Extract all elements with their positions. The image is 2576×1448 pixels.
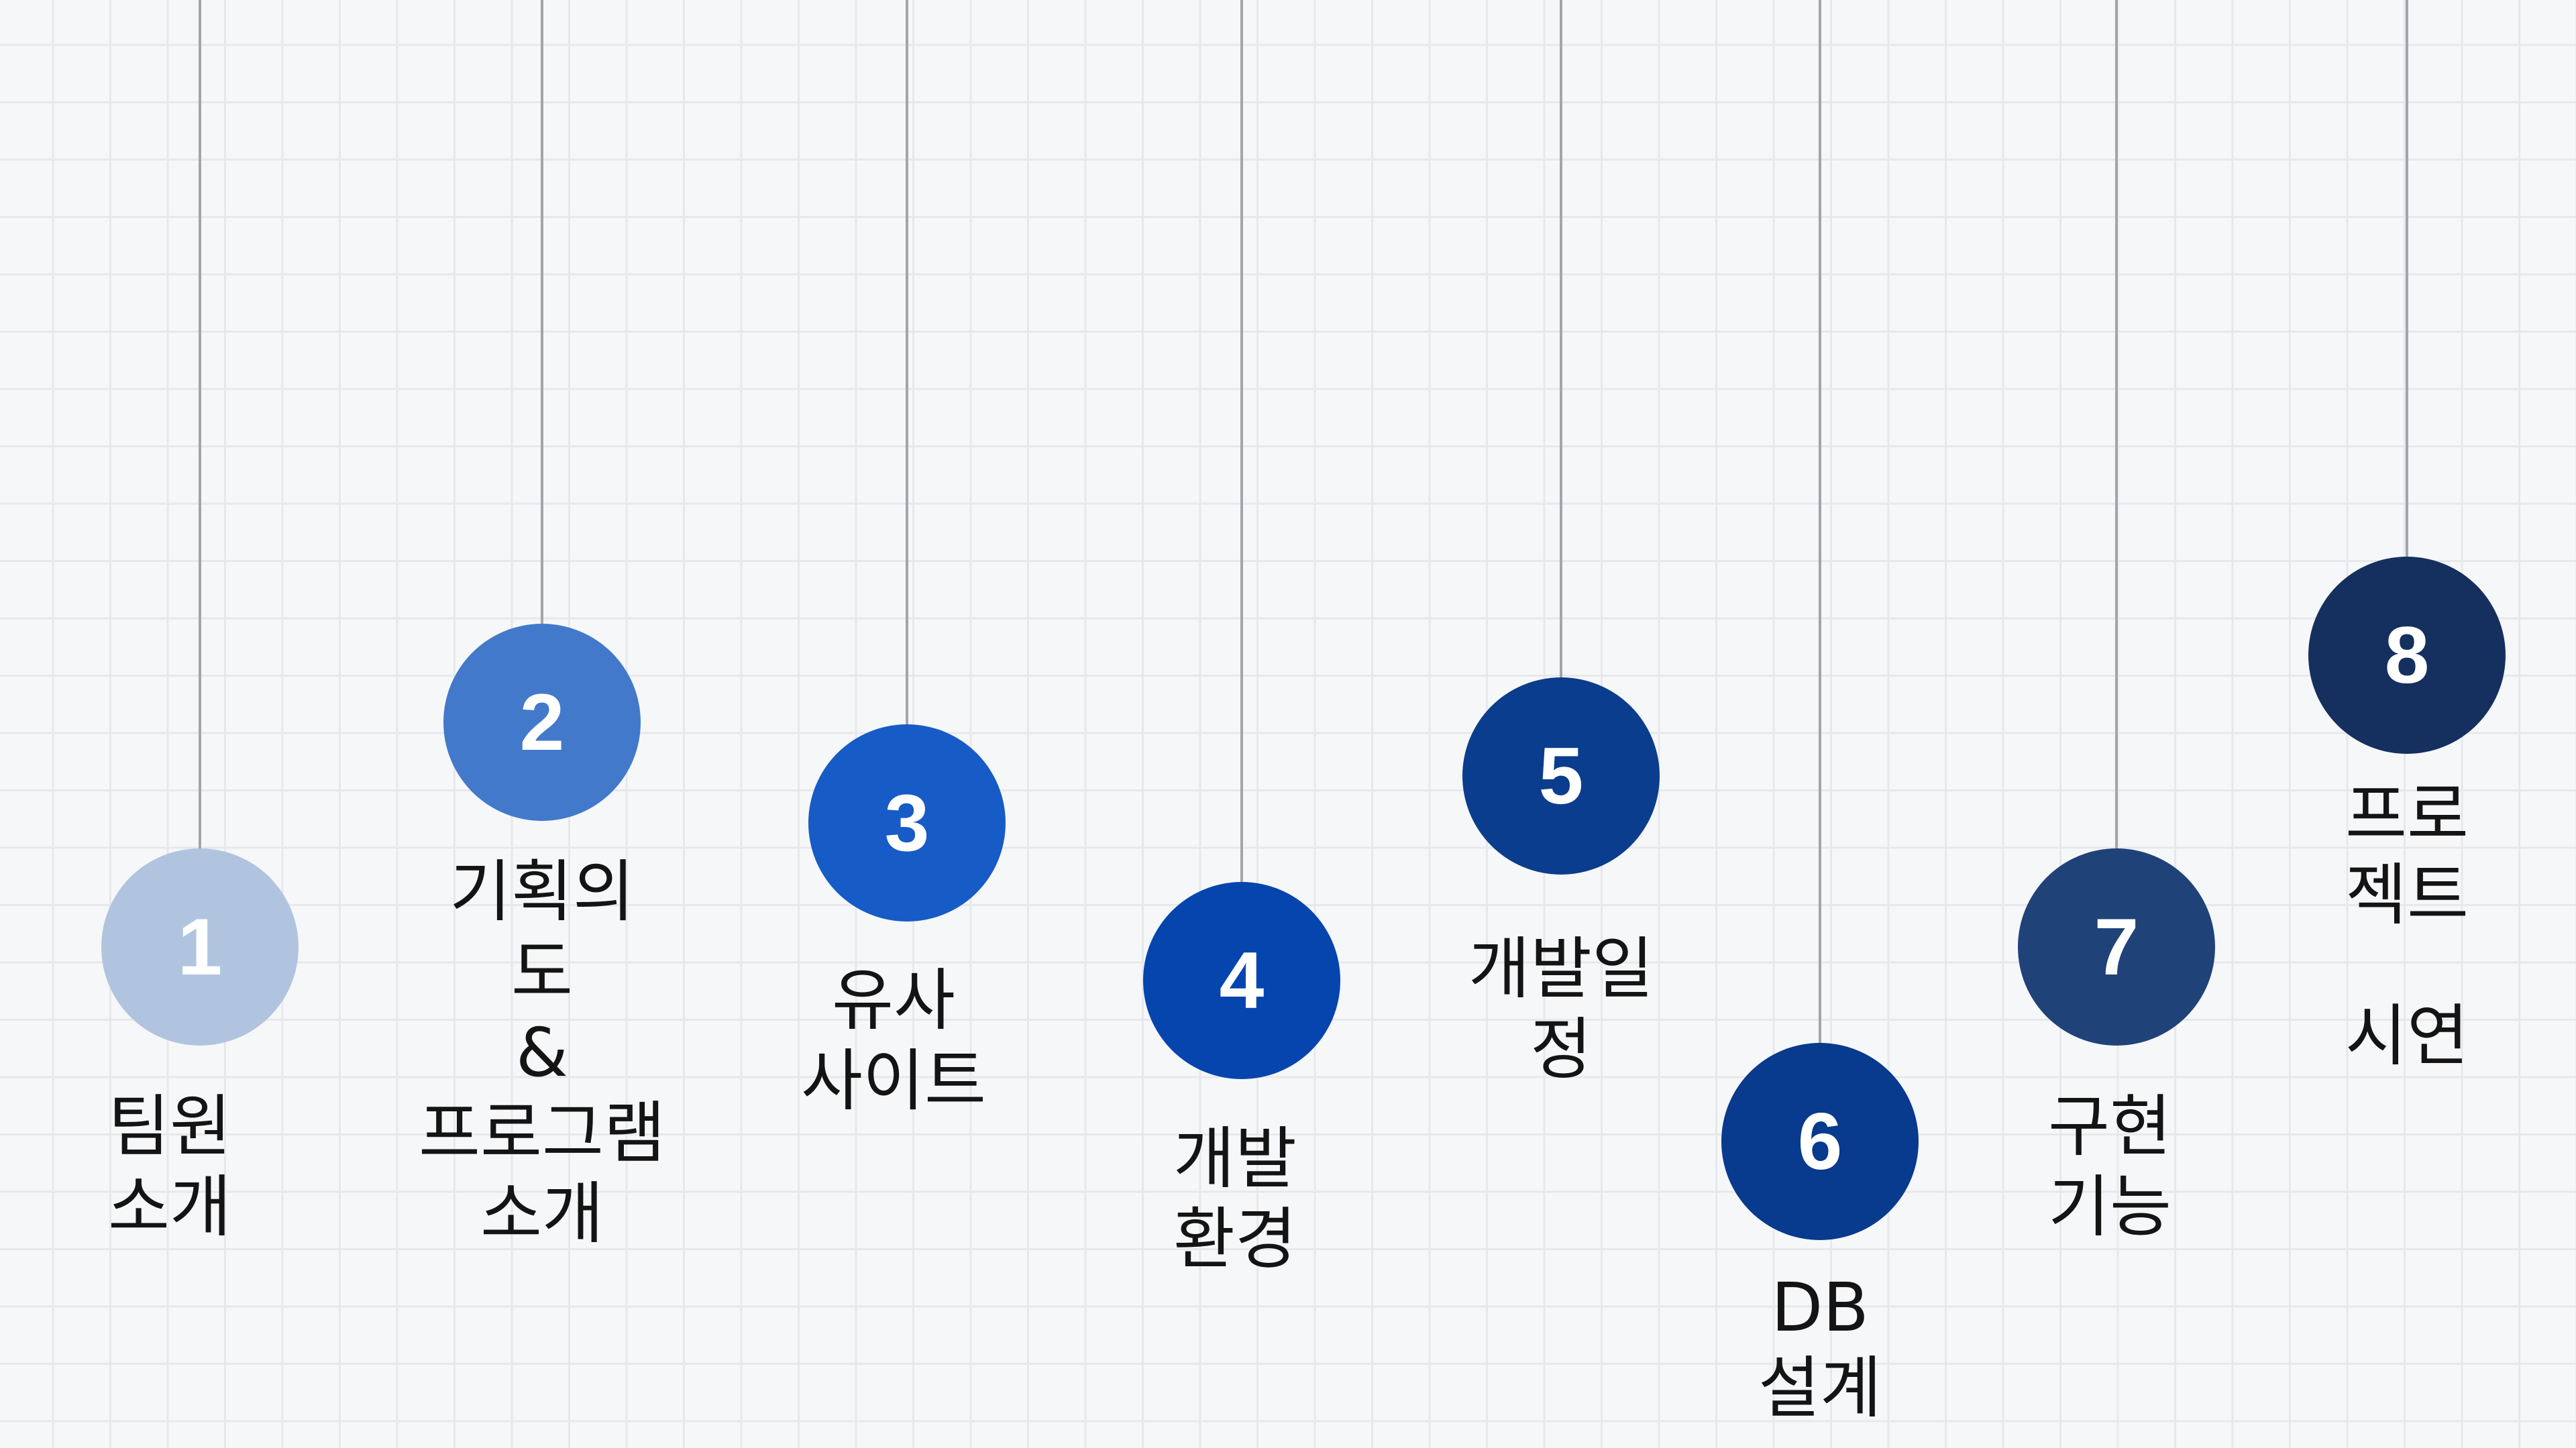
- step-number: 1: [177, 902, 223, 992]
- step-label: 유사 사이트: [719, 960, 1068, 1121]
- step-circle-6: 6: [1721, 1043, 1919, 1240]
- label-line: 프로그램: [419, 1094, 665, 1172]
- label-line: 젝트: [2345, 856, 2469, 934]
- step-number: 4: [1219, 936, 1265, 1025]
- label-line: 기능: [2048, 1168, 2171, 1246]
- label-line: 기획의: [449, 852, 635, 931]
- label-line: 정: [1530, 1010, 1592, 1089]
- hanging-string: [1240, 0, 1243, 885]
- label-line: 사이트: [801, 1042, 986, 1120]
- hanging-string: [906, 0, 908, 728]
- hanging-string: [541, 0, 543, 627]
- step-circle-7: 7: [2018, 848, 2215, 1046]
- label-line: 개발일: [1468, 930, 1654, 1008]
- label-line: DB: [1771, 1268, 1869, 1347]
- step-label: DB 설계: [1646, 1268, 1994, 1429]
- step-label: 구현 기능: [1935, 1087, 2284, 1247]
- hanging-string: [1560, 0, 1562, 681]
- label-line: 환경: [1173, 1200, 1297, 1278]
- step-label: 개발일 정: [1387, 929, 1735, 1090]
- hanging-string: [2406, 0, 2408, 560]
- step-number: 2: [519, 677, 565, 767]
- step-circle-5: 5: [1462, 677, 1660, 875]
- step-circle-3: 3: [808, 724, 1006, 922]
- step-circle-4: 4: [1143, 882, 1340, 1079]
- step-label: 팀원 소개: [0, 1087, 344, 1247]
- step-circle-2: 2: [443, 624, 641, 821]
- label-line: 소개: [108, 1168, 231, 1246]
- label-line: 도: [511, 933, 573, 1011]
- hanging-string: [2115, 0, 2118, 852]
- label-line: 소개: [480, 1174, 604, 1253]
- step-number: 8: [2384, 610, 2430, 700]
- label-line: 프로: [2345, 775, 2469, 854]
- label-line: 팀원: [108, 1087, 231, 1166]
- label-line: 유사: [832, 961, 955, 1040]
- step-circle-8: 8: [2308, 557, 2506, 754]
- label-line: 설계: [1758, 1349, 1882, 1427]
- step-number: 7: [2094, 902, 2139, 992]
- step-number: 3: [884, 778, 930, 868]
- step-circle-1: 1: [101, 848, 299, 1046]
- label-spacer: [2233, 936, 2576, 996]
- hanging-string: [1819, 0, 1821, 1046]
- step-number: 6: [1797, 1097, 1843, 1186]
- step-label: 기획의 도 & 프로그램 소개: [368, 852, 716, 1254]
- step-number: 5: [1538, 731, 1584, 821]
- label-line: 시연: [2345, 997, 2469, 1075]
- label-line: &: [516, 1013, 568, 1092]
- label-line: 개발: [1173, 1119, 1297, 1198]
- step-label: 개발 환경: [1061, 1119, 1409, 1280]
- hanging-string: [199, 0, 201, 852]
- step-label: 프로 젝트 시연: [2233, 775, 2576, 1076]
- label-line: 구현: [2048, 1087, 2171, 1166]
